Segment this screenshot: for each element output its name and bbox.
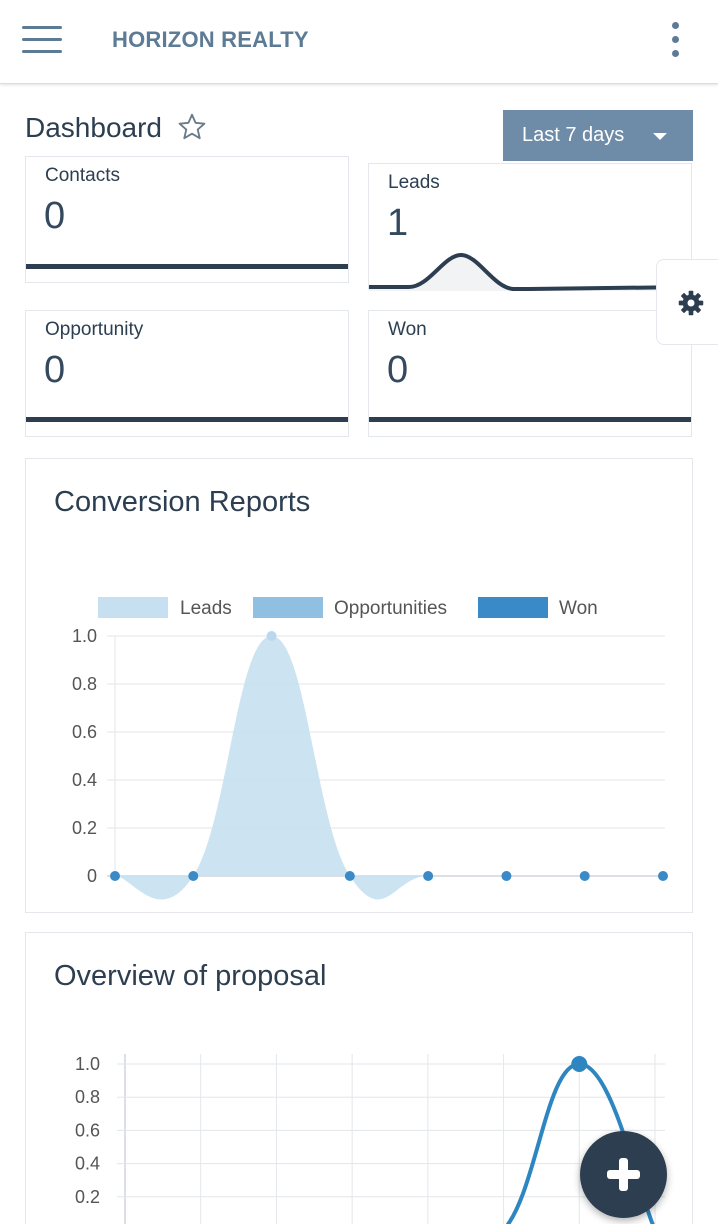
y-tick-label: 1.0 [72, 626, 97, 646]
data-points [110, 631, 668, 881]
y-axis-ticks: 1.0 0.8 0.6 0.4 0.2 0 [72, 626, 97, 886]
y-tick-label: 0.6 [75, 1120, 100, 1140]
stat-card-won[interactable]: Won 0 [368, 310, 692, 437]
plus-icon [607, 1158, 640, 1191]
proposal-title: Overview of proposal [54, 960, 327, 992]
y-tick-label: 0.4 [72, 770, 97, 790]
y-tick-label: 0.2 [75, 1187, 100, 1207]
legend-swatch [478, 597, 548, 618]
data-point [501, 871, 512, 881]
y-tick-label: 0.2 [72, 818, 97, 838]
stat-card-opportunity[interactable]: Opportunity 0 [25, 310, 349, 437]
stat-value: 0 [44, 195, 66, 237]
star-outline-icon[interactable] [176, 111, 208, 143]
conversion-reports-panel: Conversion Reports [25, 458, 693, 913]
stat-label: Won [388, 319, 427, 340]
date-range-label: Last 7 days [522, 124, 625, 146]
leads-area [115, 636, 663, 900]
stat-bar [26, 417, 348, 422]
menu-icon[interactable] [22, 24, 62, 56]
stat-value: 0 [387, 349, 409, 391]
y-tick-label: 1.0 [75, 1054, 100, 1074]
y-axis-ticks: 1.0 0.8 0.6 0.4 0.2 [75, 1054, 100, 1207]
add-button[interactable] [580, 1131, 667, 1218]
leads-sparkline [369, 252, 691, 291]
legend-swatch [98, 597, 168, 618]
data-points [571, 1056, 588, 1072]
proposal-line [505, 1061, 655, 1224]
stat-card-leads[interactable]: Leads 1 [368, 163, 692, 291]
data-point [188, 871, 199, 881]
proposal-chart: 1.0 0.8 0.6 0.4 0.2 [75, 1054, 665, 1224]
conversion-reports-title: Conversion Reports [54, 486, 311, 518]
y-tick-label: 0.6 [72, 722, 97, 742]
date-range-dropdown[interactable]: Last 7 days [503, 110, 693, 161]
legend-label: Leads [180, 598, 232, 619]
stat-bar [26, 264, 348, 269]
stat-card-contacts[interactable]: Contacts 0 [25, 156, 349, 283]
stat-value: 0 [44, 349, 66, 391]
settings-tab[interactable] [656, 259, 718, 345]
gear-icon [678, 290, 704, 316]
y-tick-label: 0 [87, 866, 97, 886]
data-point [266, 631, 277, 641]
stat-bar [369, 417, 691, 422]
legend-label: Opportunities [334, 598, 447, 619]
data-point [579, 871, 590, 881]
legend-label: Won [559, 598, 598, 619]
data-point [110, 871, 120, 881]
data-point [344, 871, 355, 881]
stat-label: Leads [388, 172, 440, 193]
caret-down-icon [653, 133, 667, 140]
chart-grid [117, 1054, 665, 1224]
stat-value: 1 [387, 202, 409, 244]
data-point [658, 871, 668, 881]
stat-label: Opportunity [45, 319, 144, 340]
y-tick-label: 0.8 [72, 674, 97, 694]
y-tick-label: 0.8 [75, 1087, 100, 1107]
chart-legend: Leads Opportunities Won [98, 597, 598, 619]
stat-label: Contacts [45, 165, 120, 186]
chart-grid [107, 635, 665, 877]
conversion-chart: Leads Opportunities Won 1.0 0.8 0.6 0.4 0.2 0 [72, 597, 668, 900]
data-point [423, 871, 434, 881]
data-point [571, 1056, 588, 1072]
app-bar: HORIZON REALTY [0, 0, 718, 84]
legend-swatch [253, 597, 323, 618]
page-title: Dashboard [25, 112, 162, 143]
more-vertical-icon[interactable] [662, 20, 690, 60]
y-tick-label: 0.4 [75, 1154, 100, 1174]
brand-title: HORIZON REALTY [112, 27, 309, 52]
